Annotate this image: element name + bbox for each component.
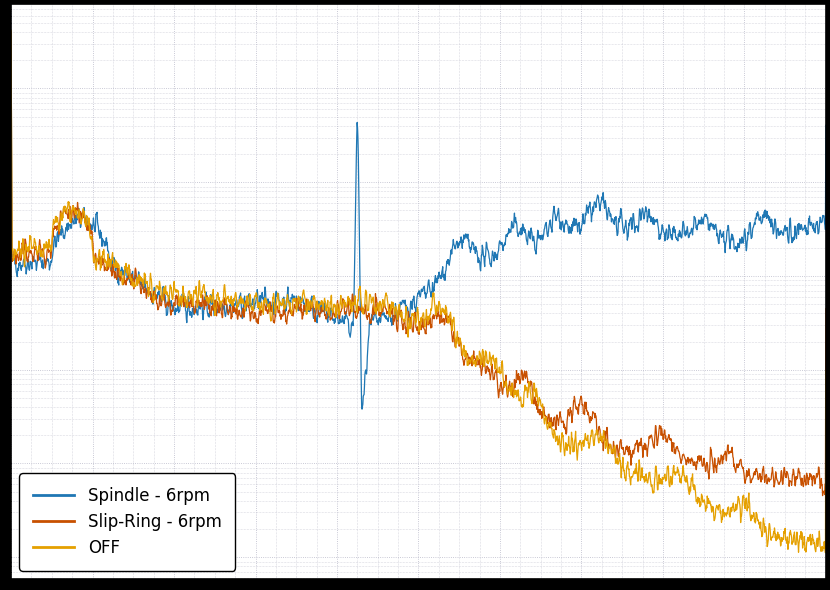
Spindle - 6rpm [821, 122, 830, 129]
Line: Slip-Ring - 6rpm: Slip-Ring - 6rpm [11, 32, 826, 496]
Line: OFF: OFF [11, 30, 826, 553]
OFF [403, 320, 413, 327]
OFF [381, 291, 391, 298]
Slip-Ring - 6rpm [381, 305, 391, 312]
Slip-Ring - 6rpm [818, 492, 828, 499]
Slip-Ring - 6rpm [797, 474, 807, 481]
Spindle - 6rpm [648, 221, 658, 228]
Spindle - 6rpm [6, 30, 16, 37]
Slip-Ring - 6rpm [821, 305, 830, 312]
OFF [820, 549, 830, 556]
Legend: Spindle - 6rpm, Slip-Ring - 6rpm, OFF: Spindle - 6rpm, Slip-Ring - 6rpm, OFF [19, 473, 235, 571]
OFF [47, 225, 57, 232]
OFF [797, 533, 807, 540]
Slip-Ring - 6rpm [403, 323, 413, 330]
Spindle - 6rpm [47, 252, 57, 259]
Slip-Ring - 6rpm [6, 29, 16, 36]
Spindle - 6rpm [798, 227, 808, 234]
OFF [647, 489, 657, 496]
OFF [6, 27, 16, 34]
Slip-Ring - 6rpm [47, 230, 57, 237]
Spindle - 6rpm [381, 315, 391, 322]
OFF [797, 529, 807, 536]
Line: Spindle - 6rpm: Spindle - 6rpm [11, 34, 826, 409]
Slip-Ring - 6rpm [647, 438, 657, 445]
Slip-Ring - 6rpm [797, 476, 807, 483]
Spindle - 6rpm [403, 305, 413, 312]
OFF [821, 367, 830, 374]
Spindle - 6rpm [357, 405, 367, 412]
Spindle - 6rpm [797, 225, 807, 232]
